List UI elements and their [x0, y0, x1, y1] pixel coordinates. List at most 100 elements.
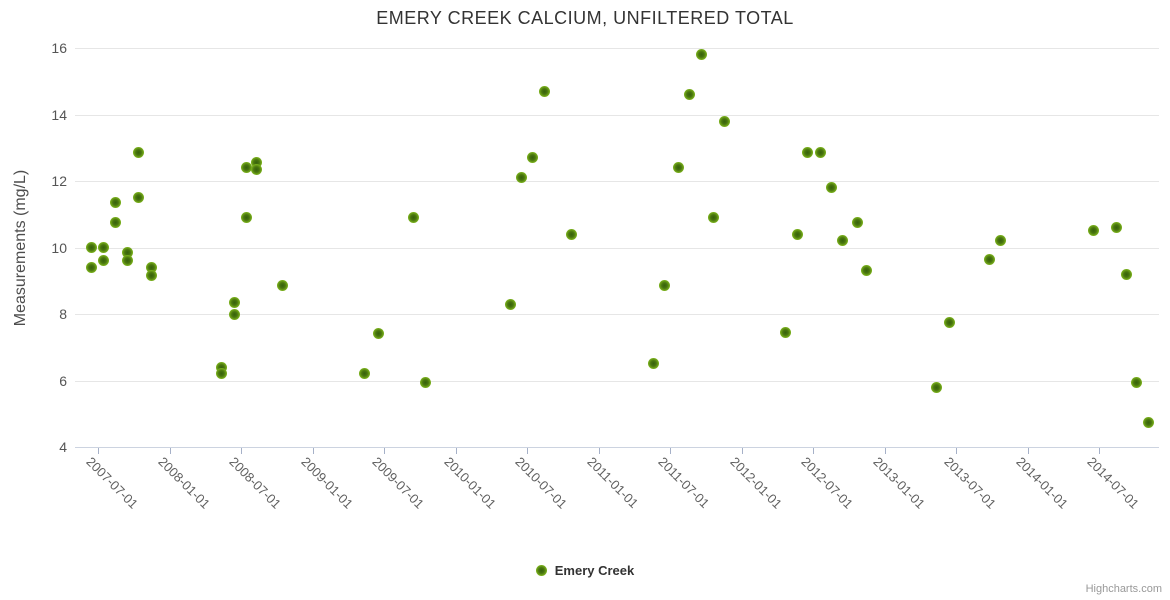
gridline	[75, 48, 1159, 49]
data-point[interactable]	[861, 265, 873, 277]
data-point[interactable]	[85, 261, 97, 273]
data-point[interactable]	[826, 182, 838, 194]
data-point[interactable]	[648, 358, 660, 370]
x-axis-tick	[1099, 448, 1100, 454]
x-axis-tick	[527, 448, 528, 454]
y-axis-tick-label: 14	[51, 106, 67, 123]
data-point[interactable]	[994, 235, 1006, 247]
data-point[interactable]	[277, 280, 289, 292]
x-axis-tick	[599, 448, 600, 454]
data-point[interactable]	[407, 212, 419, 224]
x-axis-tick	[456, 448, 457, 454]
data-point[interactable]	[1110, 222, 1122, 234]
x-axis-tick	[1028, 448, 1029, 454]
x-axis-tick-label: 2007-07-01	[83, 454, 141, 512]
x-axis-tick	[813, 448, 814, 454]
data-point[interactable]	[780, 326, 792, 338]
x-axis-tick-label: 2010-01-01	[441, 454, 500, 512]
data-point[interactable]	[229, 308, 241, 320]
x-axis-tick	[670, 448, 671, 454]
data-point[interactable]	[372, 328, 384, 340]
data-point[interactable]	[504, 298, 516, 310]
x-axis-tick	[170, 448, 171, 454]
data-point[interactable]	[215, 361, 227, 373]
data-point[interactable]	[215, 368, 227, 380]
gridline	[75, 314, 1159, 315]
data-point[interactable]	[672, 162, 684, 174]
y-axis-tick-label: 12	[51, 173, 67, 189]
x-axis-line	[75, 447, 1159, 448]
gridline	[75, 181, 1159, 182]
data-point[interactable]	[931, 381, 943, 393]
chart-title: EMERY CREEK CALCIUM, UNFILTERED TOTAL	[376, 8, 794, 28]
data-point[interactable]	[516, 172, 528, 184]
x-axis-tick-label: 2009-01-01	[298, 454, 357, 512]
gridline	[75, 381, 1159, 382]
data-point[interactable]	[121, 246, 133, 258]
data-point[interactable]	[708, 212, 720, 224]
x-axis-tick-label: 2013-07-01	[941, 454, 1000, 512]
y-axis-tick-label: 4	[59, 439, 67, 455]
data-point[interactable]	[1087, 225, 1099, 237]
x-axis-tick-label: 2009-07-01	[369, 454, 428, 512]
data-point[interactable]	[121, 255, 133, 267]
x-axis-tick	[885, 448, 886, 454]
data-point[interactable]	[241, 162, 253, 174]
x-axis-tick	[956, 448, 957, 454]
data-point[interactable]	[837, 235, 849, 247]
data-point[interactable]	[109, 217, 121, 229]
data-point[interactable]	[145, 270, 157, 282]
x-axis-tick-label: 2014-01-01	[1013, 454, 1072, 512]
data-point[interactable]	[132, 147, 144, 159]
data-point[interactable]	[145, 261, 157, 273]
data-point[interactable]	[801, 147, 813, 159]
x-axis-tick	[98, 448, 99, 454]
x-axis-tick-label: 2012-01-01	[727, 454, 785, 512]
data-point[interactable]	[683, 89, 695, 101]
x-axis-tick	[241, 448, 242, 454]
x-axis-tick-label: 2008-01-01	[155, 454, 213, 512]
data-point[interactable]	[565, 228, 577, 240]
x-axis-tick	[742, 448, 743, 454]
data-point[interactable]	[241, 212, 253, 224]
data-point[interactable]	[943, 316, 955, 328]
x-axis-tick-label: 2014-07-01	[1084, 454, 1143, 512]
y-axis-tick-label: 10	[51, 239, 67, 256]
legend-item-emery-creek[interactable]: Emery Creek	[0, 563, 1170, 578]
data-point[interactable]	[658, 280, 670, 292]
data-point[interactable]	[1131, 376, 1143, 388]
x-axis-tick-label: 2012-07-01	[798, 454, 857, 512]
data-point[interactable]	[251, 163, 263, 175]
data-point[interactable]	[792, 228, 804, 240]
credits-link[interactable]: Highcharts.com	[1085, 583, 1162, 595]
data-point[interactable]	[132, 192, 144, 204]
x-axis-tick	[384, 448, 385, 454]
data-point[interactable]	[109, 197, 121, 209]
data-point[interactable]	[251, 157, 263, 169]
data-point[interactable]	[85, 242, 97, 253]
data-point[interactable]	[358, 368, 370, 380]
data-point[interactable]	[1120, 268, 1132, 280]
data-point[interactable]	[539, 85, 551, 97]
y-axis-tick-label: 6	[59, 372, 67, 389]
data-point[interactable]	[719, 115, 731, 127]
data-point[interactable]	[1143, 416, 1155, 428]
data-point[interactable]	[97, 255, 109, 267]
data-point[interactable]	[97, 242, 109, 253]
data-point[interactable]	[983, 253, 995, 265]
data-point[interactable]	[527, 152, 539, 164]
x-axis-tick	[313, 448, 314, 454]
legend-label: Emery Creek	[554, 563, 635, 578]
data-point[interactable]	[229, 296, 241, 308]
data-point[interactable]	[852, 217, 864, 229]
x-axis-tick-label: 2011-01-01	[584, 454, 642, 511]
x-axis-tick-label: 2008-07-01	[226, 454, 285, 512]
data-point[interactable]	[695, 49, 707, 61]
x-axis-tick-label: 2011-07-01	[655, 454, 713, 511]
data-point[interactable]	[419, 376, 431, 388]
y-axis-tick-label: 16	[51, 40, 67, 56]
y-axis-tick-label: 8	[59, 306, 67, 322]
data-point[interactable]	[815, 147, 827, 159]
